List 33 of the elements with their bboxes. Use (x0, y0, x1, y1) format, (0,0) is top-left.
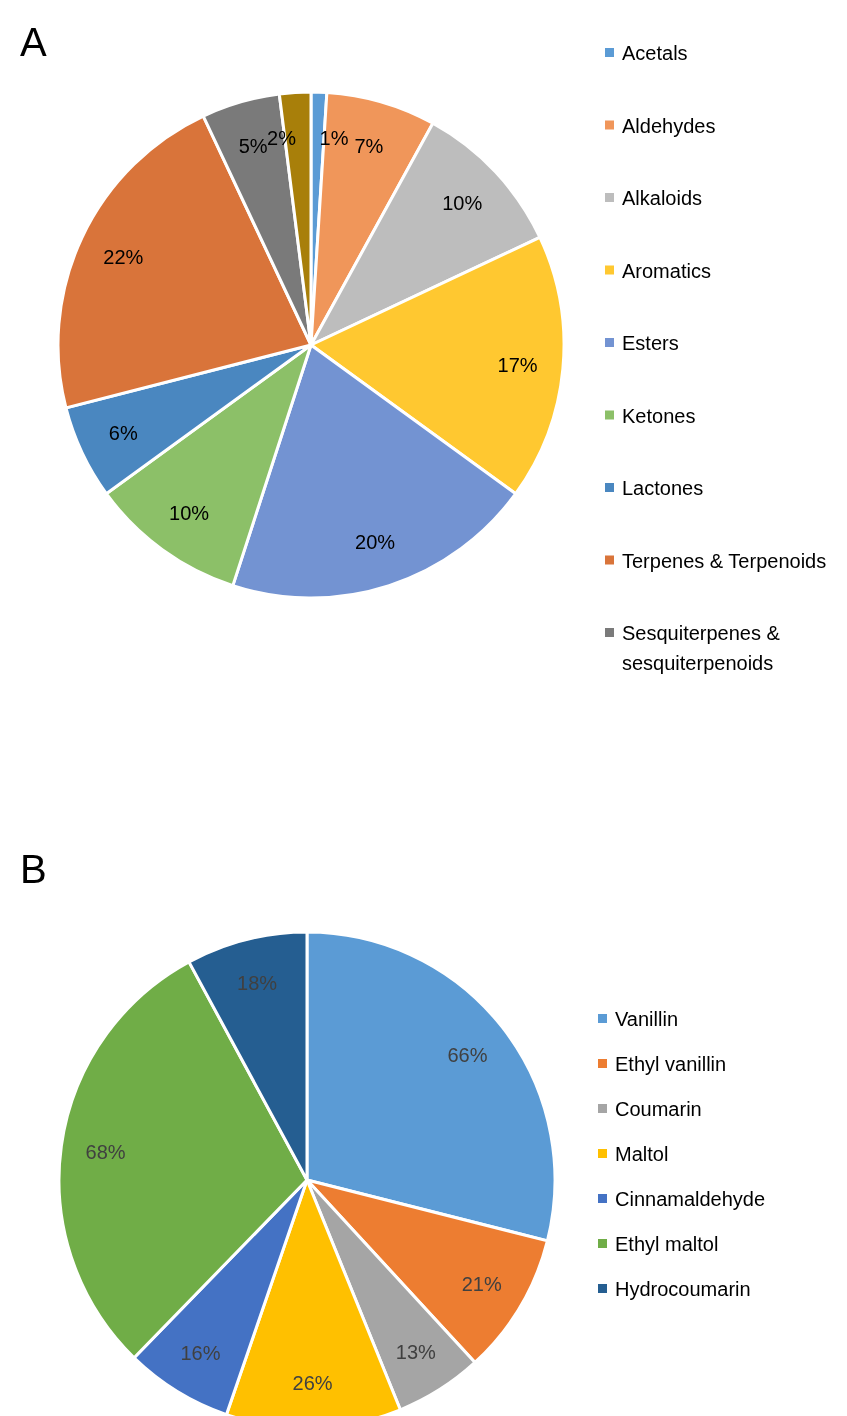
data-label: 26% (292, 1372, 333, 1395)
data-label: 7% (354, 134, 384, 157)
data-label: 10% (442, 191, 483, 214)
data-label: 13% (395, 1340, 437, 1363)
data-label: 10% (169, 501, 210, 524)
chart-title: A (20, 20, 47, 64)
legend-label: Lactones (622, 477, 704, 499)
data-label: 20% (355, 531, 396, 554)
legend-label: Maltol (615, 1143, 669, 1165)
legend-label: Vanillin (615, 1008, 678, 1030)
legend-label: Terpenes & Terpenoids (622, 549, 827, 572)
data-label: 22% (103, 245, 144, 268)
data-label: 66% (447, 1044, 488, 1067)
data-label: 16% (180, 1342, 221, 1365)
legend-label: Coumarin (615, 1098, 702, 1120)
legend-label: Alkaloids (622, 187, 703, 209)
legend-label: Aromatics (622, 259, 711, 282)
legend-label: Ketones (622, 404, 696, 427)
legend-label: Ethyl maltol (615, 1233, 719, 1255)
legend-label: Aldehydes (622, 114, 716, 137)
legend-label: Acetals (622, 42, 688, 64)
legend-label: Esters (622, 332, 679, 354)
data-label: 17% (497, 353, 538, 376)
legend-label: Ethyl vanillin (615, 1053, 727, 1075)
legend-label: Hydrocoumarin (615, 1278, 751, 1300)
data-label: 21% (461, 1273, 502, 1296)
chart-title: B (20, 847, 47, 891)
data-label: 5% (238, 134, 268, 157)
data-label: 68% (85, 1141, 126, 1164)
data-label: 6% (108, 422, 138, 445)
legend-label: Cinnamaldehyde (615, 1188, 766, 1210)
legend-label: Sesquiterpenes & sesquiterpenoids (622, 622, 781, 674)
data-label: 18% (237, 971, 278, 994)
